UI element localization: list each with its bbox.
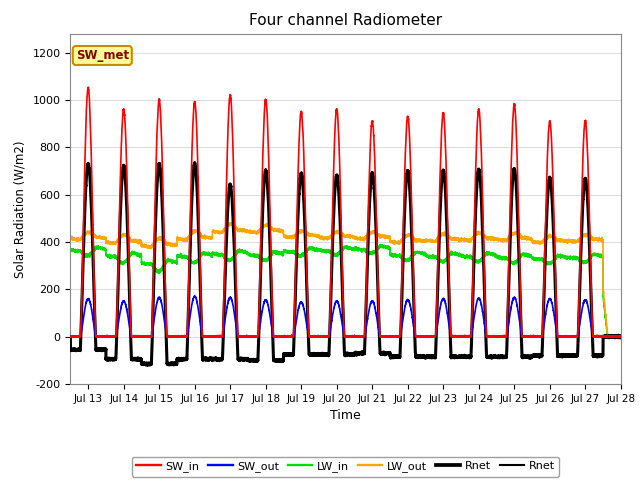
Y-axis label: Solar Radiation (W/m2): Solar Radiation (W/m2) (14, 140, 27, 277)
Legend: SW_in, SW_out, LW_in, LW_out, Rnet, Rnet: SW_in, SW_out, LW_in, LW_out, Rnet, Rnet (132, 457, 559, 477)
Text: SW_met: SW_met (76, 49, 129, 62)
Title: Four channel Radiometer: Four channel Radiometer (249, 13, 442, 28)
X-axis label: Time: Time (330, 409, 361, 422)
